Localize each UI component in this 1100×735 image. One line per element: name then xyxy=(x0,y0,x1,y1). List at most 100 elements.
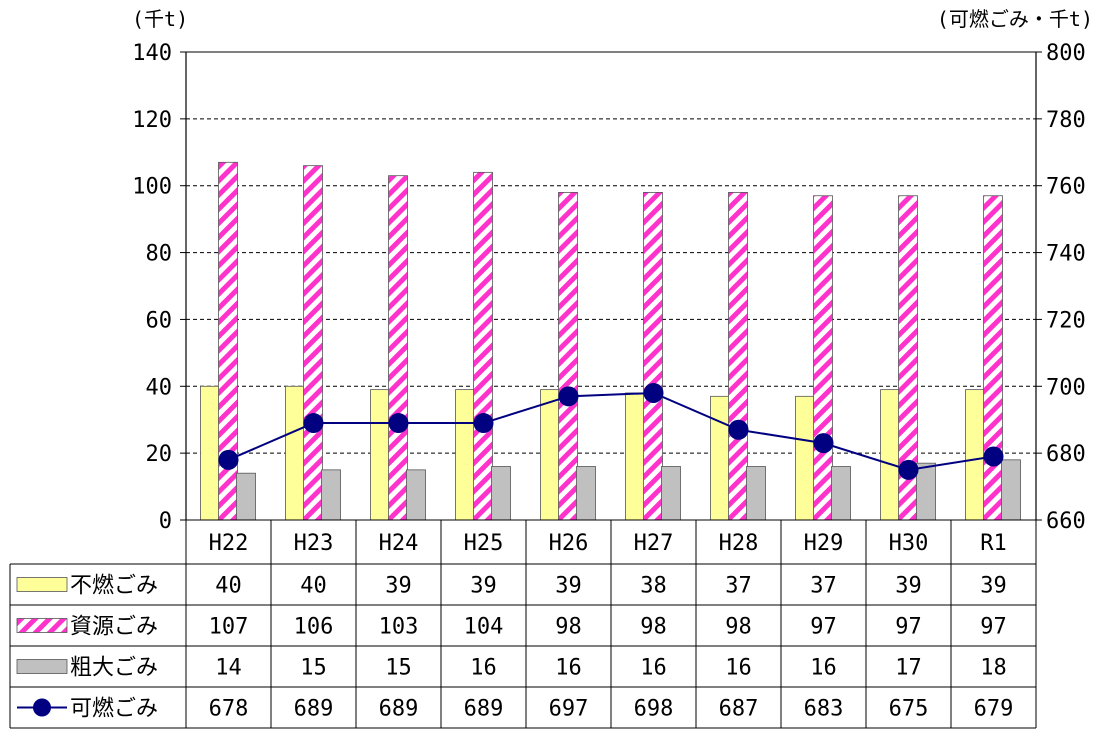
category-label: H23 xyxy=(294,531,334,556)
data-label: 689 xyxy=(464,697,504,722)
legend-key-marker xyxy=(33,698,51,717)
data-label: 37 xyxy=(810,574,837,599)
legend-key xyxy=(16,577,68,592)
left-tick-label: 120 xyxy=(132,108,172,133)
category-label: H25 xyxy=(464,531,504,556)
data-label: 98 xyxy=(725,615,752,640)
data-label: 106 xyxy=(294,615,334,640)
line-point xyxy=(813,433,834,454)
data-label: 107 xyxy=(209,615,249,640)
line-path xyxy=(228,391,994,471)
bar xyxy=(625,392,645,521)
bar xyxy=(880,389,900,521)
data-label: 698 xyxy=(634,697,674,722)
data-label: 97 xyxy=(980,615,1007,640)
data-label: 103 xyxy=(379,615,419,640)
bar xyxy=(746,466,766,521)
category-label: H30 xyxy=(889,531,929,556)
line-point xyxy=(898,459,919,480)
bar xyxy=(200,385,220,521)
data-label: 689 xyxy=(294,697,334,722)
data-label: 39 xyxy=(385,574,412,599)
bar xyxy=(965,389,985,521)
right-tick-label: 720 xyxy=(1046,308,1086,333)
data-label: 675 xyxy=(889,697,929,722)
bar xyxy=(236,472,256,521)
category-label: H27 xyxy=(634,531,674,556)
line-point xyxy=(643,382,664,403)
data-label: 98 xyxy=(555,615,582,640)
bar xyxy=(916,462,936,521)
right-tick-label: 740 xyxy=(1046,242,1086,267)
bar xyxy=(388,175,408,521)
data-label: 104 xyxy=(464,615,504,640)
bar xyxy=(540,389,560,521)
legend-label: 資源ごみ xyxy=(70,615,158,640)
left-axis-unit: (千t) xyxy=(132,7,188,31)
legend-label: 不燃ごみ xyxy=(70,574,158,599)
category-label: H29 xyxy=(804,531,844,556)
data-label: 98 xyxy=(640,615,667,640)
data-label: 697 xyxy=(549,697,589,722)
data-label: 687 xyxy=(719,697,759,722)
right-tick-label: 660 xyxy=(1046,509,1086,534)
bar xyxy=(831,466,851,521)
data-label: 16 xyxy=(810,656,837,681)
legend-label: 粗大ごみ xyxy=(70,656,158,681)
bar xyxy=(643,191,663,521)
data-table: H22 H23 H24 H25 H26 H27 H28 H29 H30 R1 不燃ごみ 40 40 39 3… xyxy=(9,519,1037,729)
bar xyxy=(285,385,305,521)
right-axis-unit: (可燃ごみ・千t) xyxy=(937,7,1093,31)
line-point xyxy=(983,446,1004,467)
legend-key xyxy=(16,618,68,633)
bar xyxy=(576,466,596,521)
bar xyxy=(795,395,815,521)
data-label: 40 xyxy=(215,574,242,599)
data-label: 39 xyxy=(470,574,497,599)
right-tick-label: 680 xyxy=(1046,442,1086,467)
left-tick-label: 100 xyxy=(132,175,172,200)
line-point xyxy=(728,419,749,440)
bar xyxy=(1001,459,1021,521)
data-label: 39 xyxy=(555,574,582,599)
line-series xyxy=(218,382,1004,480)
left-tick-label: 0 xyxy=(159,509,172,534)
bar xyxy=(370,389,390,521)
data-label: 683 xyxy=(804,697,844,722)
legend-key xyxy=(16,659,68,674)
category-label: H24 xyxy=(379,531,419,556)
category-label: R1 xyxy=(980,531,1007,556)
line-point xyxy=(558,386,579,407)
data-label: 17 xyxy=(895,656,922,681)
left-tick-label: 20 xyxy=(146,442,173,467)
data-label: 16 xyxy=(725,656,752,681)
data-label: 16 xyxy=(640,656,667,681)
data-label: 15 xyxy=(385,656,412,681)
data-label: 679 xyxy=(974,697,1014,722)
line-point xyxy=(303,413,324,434)
category-label: H26 xyxy=(549,531,589,556)
bar xyxy=(491,466,511,521)
data-label: 678 xyxy=(209,697,249,722)
left-tick-label: 40 xyxy=(146,375,173,400)
bar xyxy=(455,389,475,521)
category-label: H28 xyxy=(719,531,759,556)
data-label: 39 xyxy=(980,574,1007,599)
bar xyxy=(728,191,748,521)
right-tick-label: 700 xyxy=(1046,375,1086,400)
left-tick-label: 140 xyxy=(132,41,172,66)
data-label: 14 xyxy=(215,656,242,681)
data-label: 18 xyxy=(980,656,1007,681)
data-label: 15 xyxy=(300,656,327,681)
bar xyxy=(558,191,578,521)
right-tick-label: 800 xyxy=(1046,41,1086,66)
right-tick-label: 760 xyxy=(1046,175,1086,200)
legend-label: 可燃ごみ xyxy=(70,697,158,722)
bar xyxy=(406,469,426,521)
bar xyxy=(710,395,730,521)
data-label: 39 xyxy=(895,574,922,599)
data-label: 40 xyxy=(300,574,327,599)
bar xyxy=(661,466,681,521)
data-label: 38 xyxy=(640,574,667,599)
